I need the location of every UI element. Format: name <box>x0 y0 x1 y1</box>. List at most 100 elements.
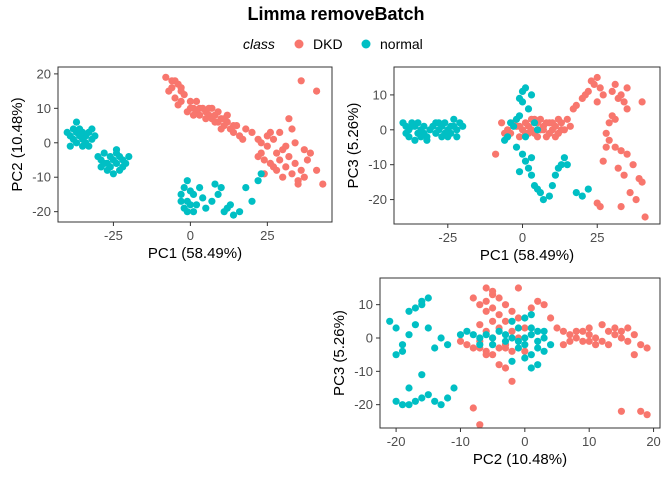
data-point <box>263 142 271 150</box>
data-point <box>453 126 461 134</box>
data-point <box>405 384 413 392</box>
data-point <box>186 97 194 105</box>
data-point <box>392 324 400 332</box>
data-point <box>431 397 439 405</box>
data-point <box>205 104 213 112</box>
data-point <box>202 204 210 212</box>
data-point <box>202 115 210 123</box>
data-point <box>469 331 477 339</box>
data-point <box>533 126 542 134</box>
data-point <box>579 337 587 345</box>
data-point <box>180 91 188 99</box>
data-point <box>560 154 569 162</box>
data-point <box>498 119 506 127</box>
data-point <box>617 147 625 155</box>
data-point <box>97 163 105 171</box>
data-point <box>398 347 407 355</box>
data-point <box>217 125 225 133</box>
data-point <box>266 159 274 167</box>
data-point <box>217 184 225 192</box>
data-point <box>405 307 413 315</box>
data-point <box>504 133 512 141</box>
data-point <box>482 331 490 339</box>
data-point <box>72 118 81 126</box>
data-point <box>242 184 250 192</box>
data-point <box>199 104 207 112</box>
data-point <box>291 159 299 167</box>
data-point <box>559 341 568 349</box>
data-point <box>547 341 555 349</box>
data-point <box>524 105 533 113</box>
data-point <box>208 197 216 205</box>
data-point <box>489 351 497 359</box>
data-point <box>109 170 117 178</box>
data-point <box>282 163 290 171</box>
data-point <box>566 122 574 130</box>
data-point <box>572 327 580 335</box>
data-point <box>624 337 632 345</box>
legend-swatch-normal <box>361 39 371 49</box>
data-point <box>623 105 631 113</box>
data-point <box>514 324 523 332</box>
data-point <box>456 337 465 345</box>
data-point <box>624 324 632 332</box>
data-point <box>405 331 413 339</box>
data-point <box>482 351 490 359</box>
data-point <box>214 108 222 116</box>
data-point <box>424 324 432 332</box>
data-point <box>177 197 185 205</box>
data-point <box>540 327 548 335</box>
data-point <box>563 115 571 123</box>
data-point <box>192 201 201 209</box>
data-point <box>602 129 610 137</box>
data-point <box>437 334 445 342</box>
panel-2: -25 0 25 -20 -10 0 10 PC1 (58.49%) PC3 (5.26%) <box>345 66 661 264</box>
data-point <box>501 317 510 325</box>
data-point <box>551 133 560 141</box>
data-point <box>599 157 607 165</box>
data-point <box>489 287 497 295</box>
data-point <box>584 185 592 193</box>
series-dkd <box>162 73 327 188</box>
data-point <box>611 80 619 88</box>
y-tick-label: -10 <box>354 364 373 379</box>
data-point <box>590 80 598 88</box>
data-point <box>489 304 497 312</box>
data-point <box>495 311 503 319</box>
data-point <box>177 190 185 198</box>
data-point <box>557 126 566 134</box>
data-point <box>604 327 613 335</box>
data-point <box>300 173 308 181</box>
data-point <box>602 143 610 151</box>
data-point <box>643 411 651 419</box>
data-point <box>514 337 523 345</box>
data-point <box>189 190 198 198</box>
series-normal <box>386 294 555 409</box>
data-point <box>617 327 626 335</box>
data-point <box>534 297 542 305</box>
data-point <box>572 101 580 109</box>
data-point <box>515 133 524 141</box>
data-point <box>297 77 305 85</box>
data-point <box>437 401 445 409</box>
data-point <box>116 166 124 174</box>
data-point <box>540 334 548 342</box>
data-point <box>463 341 471 349</box>
data-point <box>598 337 606 345</box>
data-point <box>288 125 296 133</box>
y-tick-label: 10 <box>373 87 387 102</box>
data-point <box>196 111 204 119</box>
data-point <box>257 170 265 178</box>
data-point <box>630 331 638 339</box>
data-point <box>444 394 452 402</box>
data-point <box>524 164 533 172</box>
data-point <box>536 189 545 197</box>
data-point <box>450 115 458 123</box>
x-tick-label: 25 <box>590 230 604 245</box>
figure-title: Limma removeBatch <box>247 4 424 24</box>
data-point <box>125 153 133 161</box>
data-point <box>291 139 299 147</box>
data-point <box>554 115 563 123</box>
data-point <box>501 344 510 352</box>
data-point <box>605 119 613 127</box>
